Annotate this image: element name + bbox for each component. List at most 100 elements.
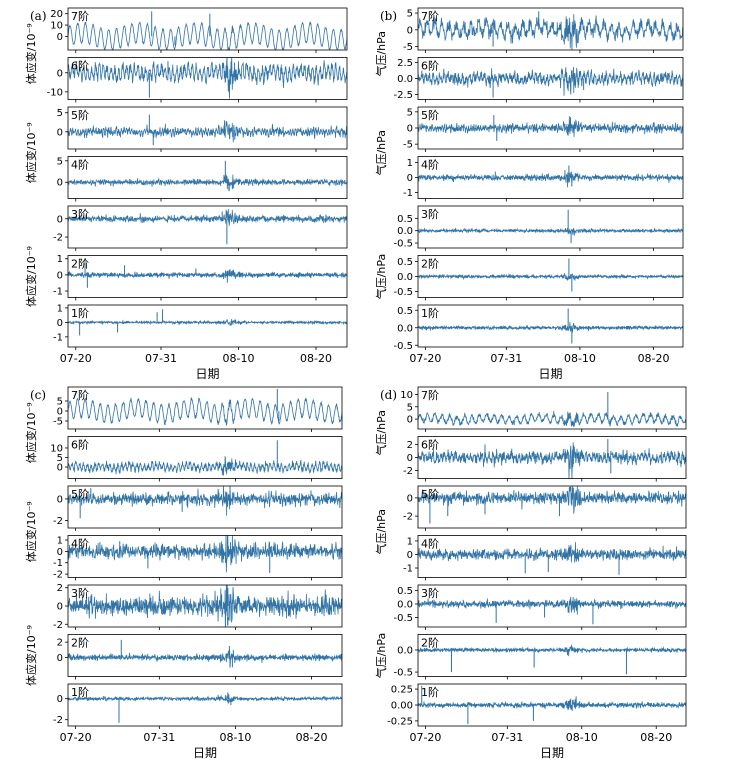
y-tick-label: 5 xyxy=(57,453,63,464)
order-label: 2阶 xyxy=(421,636,439,650)
x-tick-label: 08-20 xyxy=(300,352,332,365)
subplot-frame xyxy=(67,255,348,298)
subplot-5阶: 5阶 5 0 -5 xyxy=(403,106,684,152)
subplot-3阶: 3阶 0 -2 xyxy=(53,205,348,251)
subplot-2阶: 2阶 2 0 xyxy=(57,634,343,680)
y-axis-label: 体应变/10⁻⁹ xyxy=(24,23,38,84)
series-line-4阶 xyxy=(68,174,347,192)
y-tick-label: 0.5 xyxy=(397,214,413,225)
x-tick-label: 07-31 xyxy=(143,731,175,744)
y-tick-label: 0.25 xyxy=(391,685,413,696)
order-label: 4阶 xyxy=(71,537,89,551)
y-tick-label: -1 xyxy=(53,332,63,343)
y-tick-label: -0.25 xyxy=(387,716,413,727)
y-tick-label: 5 xyxy=(407,9,413,20)
subplot-6阶: 6阶 2 0 -2 xyxy=(403,436,687,482)
series-line-1阶 xyxy=(68,319,347,327)
y-tick-label: -0.5 xyxy=(393,613,413,624)
order-label: 7阶 xyxy=(71,9,89,23)
y-tick-label: 2 xyxy=(57,583,63,594)
y-tick-label: 20 xyxy=(50,9,63,20)
order-label: 2阶 xyxy=(71,257,89,271)
y-tick-label: 0 xyxy=(57,547,63,558)
subplot-3阶: 3阶 2 0 -2 xyxy=(53,583,343,631)
y-tick-label: 5 xyxy=(407,402,413,413)
subplot-frame xyxy=(417,386,687,430)
order-label: 5阶 xyxy=(71,487,89,501)
order-label: 5阶 xyxy=(421,108,439,122)
series-line-4阶 xyxy=(68,535,342,573)
order-label: 1阶 xyxy=(421,306,439,320)
subplot-frame xyxy=(67,386,343,430)
order-label: 2阶 xyxy=(71,636,89,650)
y-tick-label: 0.0 xyxy=(397,74,413,85)
x-axis-label: 日期 xyxy=(538,367,562,381)
series-line-2阶 xyxy=(418,644,686,657)
order-label: 7阶 xyxy=(421,9,439,23)
y-tick-label: 10 xyxy=(400,390,413,401)
y-axis-label: 气压/hPa xyxy=(374,509,388,555)
panel-label: (d) xyxy=(380,388,397,402)
y-axis-label: 气压/hPa xyxy=(374,31,388,77)
series-line-4阶 xyxy=(418,169,683,188)
x-tick-label: 08-10 xyxy=(564,352,596,365)
y-tick-label: -2 xyxy=(403,466,413,477)
subplot-2阶: 2阶 0.5 0.0 -0.5 xyxy=(393,255,684,301)
y-tick-label: 0 xyxy=(407,25,413,36)
y-tick-label: 0 xyxy=(57,178,63,189)
panel-2: (c) 7阶50-56阶10505阶0-24阶10-1-23阶20-22阶201阶… xyxy=(24,386,343,760)
subplot-frame xyxy=(67,7,348,51)
y-tick-label: 0 xyxy=(57,127,63,138)
y-tick-label: -5 xyxy=(53,417,63,428)
order-label: 7阶 xyxy=(71,388,89,402)
y-tick-label: 10 xyxy=(50,443,63,454)
subplot-7阶: 7阶 105 0 xyxy=(400,386,687,432)
order-label: 6阶 xyxy=(71,59,89,73)
y-tick-label: 10 xyxy=(50,21,63,32)
subplot-5阶: 5阶 5 0 xyxy=(57,106,348,152)
x-axis-label: 日期 xyxy=(540,746,564,760)
y-tick-label: -0.5 xyxy=(393,239,413,250)
order-label: 6阶 xyxy=(71,438,89,452)
order-label: 6阶 xyxy=(421,59,439,73)
y-tick-label: 0 xyxy=(407,453,413,464)
y-tick-label: -0.5 xyxy=(393,341,413,352)
y-tick-label: 0 xyxy=(407,124,413,135)
series-line-3阶 xyxy=(418,596,686,615)
x-tick-label: 07-31 xyxy=(490,352,522,365)
y-axis-label: 体应变/10⁻⁹ xyxy=(24,246,38,307)
panel-0: (a) 7阶010206阶0-105阶504阶503阶0-22阶10-11阶10-… xyxy=(24,7,348,381)
series-line-1阶 xyxy=(418,696,686,711)
y-tick-label: 0 xyxy=(57,270,63,281)
subplot-4阶: 4阶 10-1-2 xyxy=(53,535,343,581)
subplot-frame xyxy=(67,205,348,249)
y-tick-label: 1 xyxy=(57,303,63,314)
y-tick-label: -2 xyxy=(53,233,63,244)
y-tick-label: 0 xyxy=(57,494,63,505)
y-tick-label: 0 xyxy=(57,32,63,43)
y-tick-label: 0 xyxy=(57,653,63,664)
order-label: 1阶 xyxy=(71,685,89,699)
x-tick-label: 07-31 xyxy=(491,731,523,744)
order-label: 4阶 xyxy=(71,158,89,172)
y-tick-label: -0.5 xyxy=(393,287,413,298)
panel-label: (b) xyxy=(380,9,397,23)
series-line-5阶 xyxy=(68,121,347,143)
y-tick-label: 0 xyxy=(407,173,413,184)
subplot-2阶: 2阶 0.0 -0.5 xyxy=(393,634,687,680)
series-line-6阶 xyxy=(418,442,686,479)
y-tick-label: 0.5 xyxy=(397,586,413,597)
y-tick-label: 0.5 xyxy=(397,257,413,268)
order-label: 1阶 xyxy=(421,685,439,699)
panel-1: (b) 7阶50-56阶2.50.0-2.55阶50-54阶10-13阶0.50.… xyxy=(374,7,684,381)
subplot-frame xyxy=(67,485,343,529)
y-tick-label: 5 xyxy=(57,108,63,119)
y-tick-label: 1 xyxy=(407,536,413,547)
subplot-frame xyxy=(417,485,687,529)
y-tick-label: 2 xyxy=(407,440,413,451)
x-tick-label: 07-20 xyxy=(60,731,92,744)
y-tick-label: -5 xyxy=(403,140,413,151)
